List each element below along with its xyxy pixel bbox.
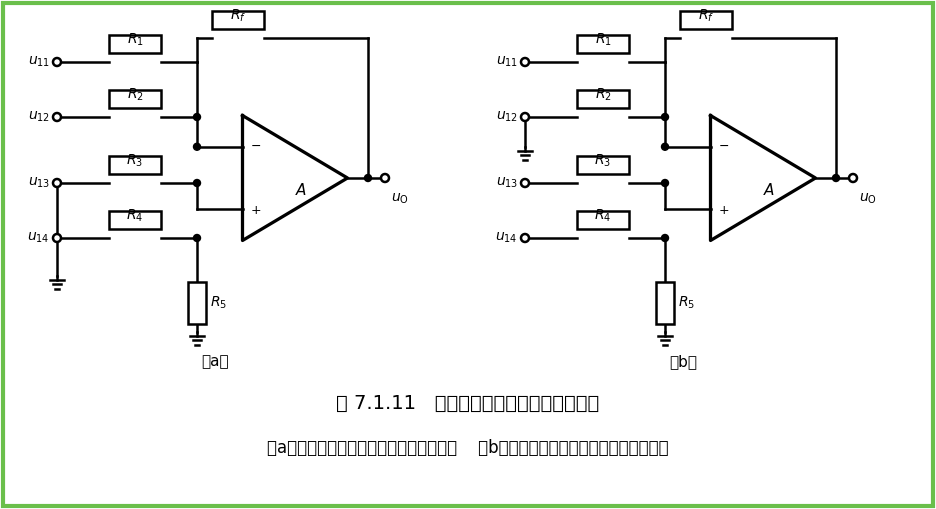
Text: $R_4$: $R_4$ — [594, 208, 611, 224]
Text: $u_{13}$: $u_{13}$ — [28, 176, 50, 190]
Text: $-$: $-$ — [250, 139, 261, 152]
Circle shape — [194, 180, 200, 186]
Bar — [109, 156, 161, 174]
Circle shape — [662, 235, 668, 241]
Circle shape — [832, 175, 840, 182]
Text: A: A — [764, 183, 774, 197]
Circle shape — [521, 113, 529, 121]
Text: $u_{12}$: $u_{12}$ — [496, 110, 518, 124]
Bar — [109, 35, 161, 53]
Text: $u_{14}$: $u_{14}$ — [495, 231, 518, 245]
Bar — [109, 90, 161, 108]
Circle shape — [662, 180, 668, 186]
Bar — [577, 35, 629, 53]
Circle shape — [381, 174, 389, 182]
Text: $R_1$: $R_1$ — [594, 32, 611, 48]
Bar — [188, 282, 206, 324]
Text: $u_{12}$: $u_{12}$ — [28, 110, 50, 124]
Text: $R_2$: $R_2$ — [126, 87, 143, 103]
Text: $u_{11}$: $u_{11}$ — [496, 55, 518, 69]
Text: （b）: （b） — [669, 354, 697, 370]
Bar — [680, 11, 732, 29]
Circle shape — [53, 234, 61, 242]
Circle shape — [521, 234, 529, 242]
Text: $R_3$: $R_3$ — [594, 153, 611, 169]
Text: 图 7.1.11   利用叠加原理求解加减运算电路: 图 7.1.11 利用叠加原理求解加减运算电路 — [336, 393, 600, 412]
Bar — [577, 211, 629, 229]
Text: $+$: $+$ — [250, 204, 261, 217]
Circle shape — [364, 175, 372, 182]
Circle shape — [662, 114, 668, 121]
Text: $R_f$: $R_f$ — [698, 8, 714, 24]
Text: （a）反相输人端各信号作用时的等效电路    （b）同相输人端各信号作用时的等效电路: （a）反相输人端各信号作用时的等效电路 （b）同相输人端各信号作用时的等效电路 — [267, 439, 669, 457]
Text: （a）: （a） — [201, 354, 228, 370]
Circle shape — [53, 179, 61, 187]
Circle shape — [194, 235, 200, 241]
Text: $R_4$: $R_4$ — [126, 208, 143, 224]
Text: $u_{13}$: $u_{13}$ — [496, 176, 518, 190]
Text: $R_3$: $R_3$ — [126, 153, 143, 169]
Circle shape — [194, 114, 200, 121]
Text: $u_{\mathrm{O}}$: $u_{\mathrm{O}}$ — [859, 192, 877, 207]
Text: $u_{14}$: $u_{14}$ — [27, 231, 50, 245]
Circle shape — [53, 113, 61, 121]
Text: A: A — [296, 183, 306, 197]
Bar — [577, 90, 629, 108]
Bar — [656, 282, 674, 324]
Text: $-$: $-$ — [718, 139, 729, 152]
Text: $R_1$: $R_1$ — [126, 32, 143, 48]
Text: $+$: $+$ — [718, 204, 729, 217]
Text: $R_2$: $R_2$ — [594, 87, 611, 103]
Bar — [212, 11, 264, 29]
Circle shape — [662, 143, 668, 150]
Text: $R_5$: $R_5$ — [210, 295, 227, 311]
Circle shape — [194, 143, 200, 150]
Circle shape — [849, 174, 857, 182]
Circle shape — [521, 58, 529, 66]
Circle shape — [521, 179, 529, 187]
Text: $u_{11}$: $u_{11}$ — [28, 55, 50, 69]
Text: $R_5$: $R_5$ — [678, 295, 695, 311]
Bar — [577, 156, 629, 174]
Text: $u_{\mathrm{O}}$: $u_{\mathrm{O}}$ — [391, 192, 409, 207]
Bar — [109, 211, 161, 229]
Circle shape — [53, 58, 61, 66]
Text: $R_f$: $R_f$ — [230, 8, 246, 24]
